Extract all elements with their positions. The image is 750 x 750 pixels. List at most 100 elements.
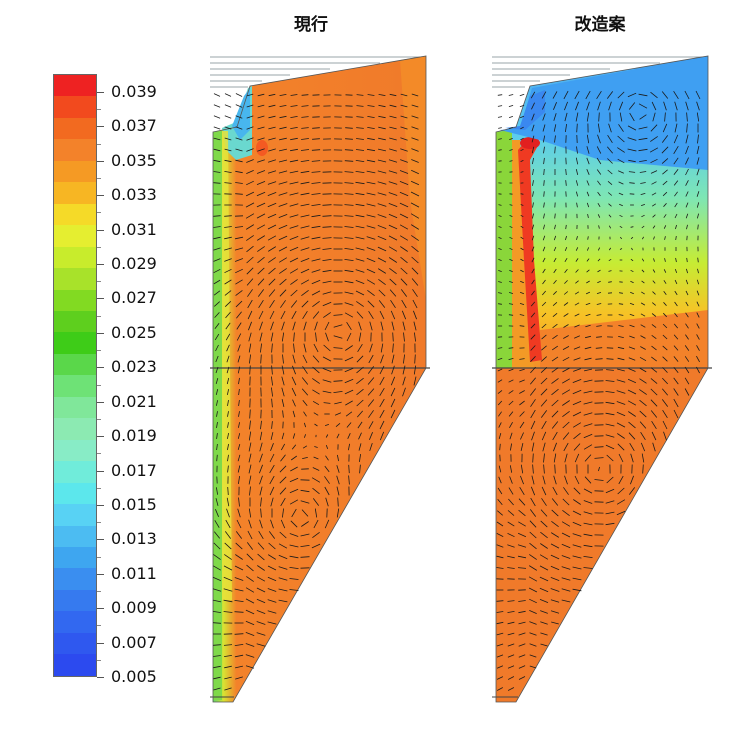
velocity-vector xyxy=(369,321,373,331)
velocity-vector xyxy=(289,203,299,207)
velocity-vector xyxy=(301,94,309,96)
velocity-vector xyxy=(322,215,332,217)
velocity-vector xyxy=(279,148,287,152)
velocity-vector xyxy=(224,655,232,657)
velocity-vector xyxy=(598,466,600,472)
velocity-vector xyxy=(377,257,387,263)
velocity-vector xyxy=(323,402,331,404)
velocity-vector xyxy=(541,290,547,296)
velocity-vector xyxy=(246,170,254,174)
velocity-vector xyxy=(258,310,264,320)
velocity-vector xyxy=(366,257,376,263)
velocity-vector xyxy=(498,226,502,228)
velocity-vector xyxy=(586,169,590,175)
velocity-vector xyxy=(673,90,679,100)
velocity-vector xyxy=(213,115,221,119)
velocity-vector xyxy=(572,566,582,570)
velocity-vector xyxy=(553,475,557,485)
velocity-vector xyxy=(542,268,546,274)
velocity-vector xyxy=(616,390,626,394)
velocity-vector xyxy=(498,215,502,217)
velocity-vector xyxy=(608,270,612,272)
velocity-vector xyxy=(257,137,265,141)
velocity-vector xyxy=(517,544,527,548)
velocity-vector xyxy=(355,247,365,251)
velocity-vector xyxy=(608,258,612,262)
velocity-vector xyxy=(378,137,386,141)
velocity-vector xyxy=(289,567,299,569)
velocity-vector xyxy=(237,366,241,374)
velocity-vector xyxy=(213,215,221,217)
colorbar-band xyxy=(54,375,96,397)
velocity-vector xyxy=(301,289,309,297)
velocity-vector xyxy=(237,355,241,363)
velocity-vector xyxy=(290,127,298,129)
velocity-vector xyxy=(539,599,549,603)
colorbar-tick xyxy=(97,608,104,610)
velocity-vector xyxy=(367,300,375,308)
velocity-vector xyxy=(650,410,658,418)
velocity-vector xyxy=(583,556,593,558)
velocity-vector xyxy=(653,236,655,240)
velocity-vector xyxy=(357,421,363,429)
velocity-vector xyxy=(268,148,276,152)
velocity-vector xyxy=(238,497,240,507)
velocity-vector xyxy=(628,102,636,110)
velocity-vector xyxy=(543,180,545,186)
velocity-vector xyxy=(532,453,534,463)
velocity-vector xyxy=(519,93,525,97)
velocity-vector xyxy=(344,367,354,373)
velocity-vector xyxy=(400,148,408,152)
velocity-vector xyxy=(597,123,601,133)
velocity-vector xyxy=(606,146,614,154)
velocity-vector xyxy=(585,313,591,317)
velocity-vector xyxy=(551,378,559,384)
velocity-vector xyxy=(650,367,658,373)
velocity-vector xyxy=(519,325,525,327)
velocity-vector xyxy=(650,124,658,132)
velocity-vector xyxy=(224,301,232,307)
velocity-vector xyxy=(583,379,593,383)
velocity-vector xyxy=(366,236,376,240)
velocity-vector xyxy=(638,103,648,109)
colorbar-tick-label: 0.019 xyxy=(111,426,157,446)
velocity-vector xyxy=(662,334,668,340)
velocity-vector xyxy=(618,453,624,463)
velocity-vector xyxy=(519,104,525,108)
velocity-vector xyxy=(355,203,365,207)
velocity-vector xyxy=(529,554,537,560)
velocity-vector xyxy=(377,203,387,207)
velocity-vector xyxy=(696,145,700,155)
velocity-vector xyxy=(629,313,635,317)
velocity-vector xyxy=(496,567,504,569)
velocity-vector xyxy=(617,487,625,495)
velocity-vector xyxy=(400,126,408,130)
velocity-vector xyxy=(508,94,514,96)
velocity-vector xyxy=(662,191,668,197)
velocity-vector xyxy=(344,182,354,184)
velocity-vector xyxy=(661,135,669,143)
velocity-vector xyxy=(300,236,310,240)
velocity-vector xyxy=(662,377,668,385)
velocity-vector xyxy=(641,280,645,284)
velocity-vector xyxy=(650,378,658,384)
velocity-vector xyxy=(311,290,321,296)
velocity-vector xyxy=(509,149,513,151)
velocity-vector xyxy=(279,105,287,107)
velocity-vector xyxy=(224,159,232,163)
velocity-vector xyxy=(509,127,513,129)
velocity-vector xyxy=(336,475,340,485)
velocity-vector xyxy=(377,159,387,163)
velocity-vector xyxy=(552,486,558,496)
velocity-vector xyxy=(268,542,276,550)
velocity-vector xyxy=(540,399,548,407)
velocity-vector xyxy=(640,442,646,452)
colorbar-band xyxy=(54,632,96,655)
velocity-vector xyxy=(661,91,669,99)
colorbar-band xyxy=(54,182,96,204)
velocity-vector xyxy=(509,258,513,262)
velocity-vector xyxy=(496,665,504,669)
velocity-vector xyxy=(561,543,571,549)
colorbar-band xyxy=(54,589,96,612)
velocity-vector xyxy=(696,157,700,165)
